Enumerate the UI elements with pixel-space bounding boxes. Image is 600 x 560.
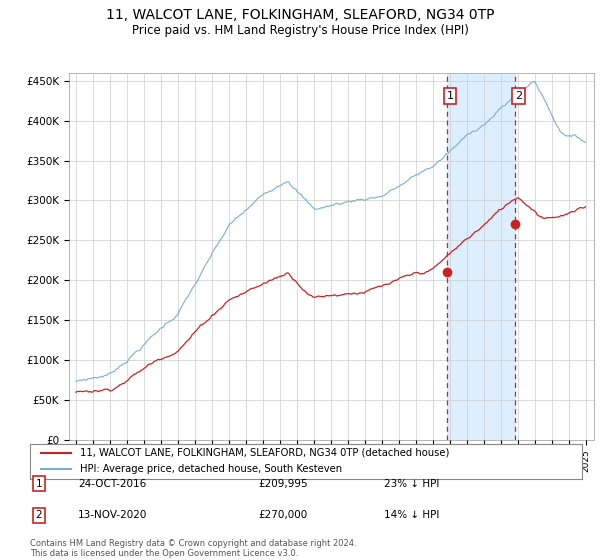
- Text: HPI: Average price, detached house, South Kesteven: HPI: Average price, detached house, Sout…: [80, 464, 342, 474]
- Text: 23% ↓ HPI: 23% ↓ HPI: [384, 479, 439, 489]
- Text: Contains HM Land Registry data © Crown copyright and database right 2024.
This d: Contains HM Land Registry data © Crown c…: [30, 539, 356, 558]
- Text: 1: 1: [35, 479, 43, 489]
- Text: Price paid vs. HM Land Registry's House Price Index (HPI): Price paid vs. HM Land Registry's House …: [131, 24, 469, 36]
- Text: 2: 2: [35, 510, 43, 520]
- Text: £209,995: £209,995: [258, 479, 308, 489]
- Text: 2: 2: [515, 91, 522, 101]
- Text: 13-NOV-2020: 13-NOV-2020: [78, 510, 148, 520]
- Text: 24-OCT-2016: 24-OCT-2016: [78, 479, 146, 489]
- Text: £270,000: £270,000: [258, 510, 307, 520]
- Text: 11, WALCOT LANE, FOLKINGHAM, SLEAFORD, NG34 0TP: 11, WALCOT LANE, FOLKINGHAM, SLEAFORD, N…: [106, 8, 494, 22]
- Text: 14% ↓ HPI: 14% ↓ HPI: [384, 510, 439, 520]
- Text: 1: 1: [446, 91, 454, 101]
- Bar: [446, 73, 515, 440]
- Text: 11, WALCOT LANE, FOLKINGHAM, SLEAFORD, NG34 0TP (detached house): 11, WALCOT LANE, FOLKINGHAM, SLEAFORD, N…: [80, 448, 449, 458]
